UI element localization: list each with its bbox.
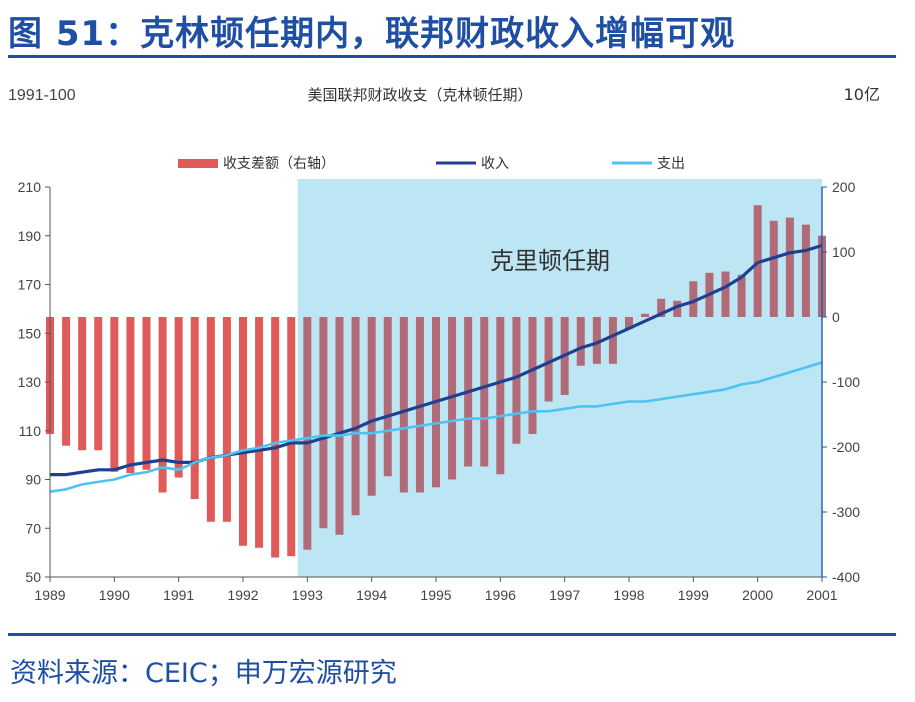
figure-title: 图 51：克林顿任期内，联邦财政收入增幅可观	[8, 14, 736, 54]
right-tick-label: -300	[832, 504, 860, 520]
balance-bar	[608, 317, 617, 364]
left-axis-unit: 1991-100	[8, 87, 76, 104]
x-tick-label: 1998	[613, 587, 644, 603]
x-tick-label: 1989	[34, 587, 65, 603]
left-tick-label: 90	[25, 472, 41, 488]
x-tick-label: 1993	[292, 587, 323, 603]
left-tick-label: 110	[19, 423, 42, 439]
balance-bar	[399, 317, 408, 493]
balance-bar	[496, 317, 505, 475]
x-tick-label: 2001	[806, 587, 837, 603]
left-tick-label: 150	[18, 325, 42, 341]
x-tick-label: 1991	[163, 587, 194, 603]
legend-bar-swatch	[178, 159, 218, 168]
legend-revenue-label: 收入	[481, 156, 509, 172]
balance-bar	[801, 224, 810, 317]
right-tick-label: -200	[832, 439, 860, 455]
legend-bar-label: 收支差额（右轴）	[223, 156, 335, 172]
balance-bar	[737, 274, 746, 317]
balance-bar	[62, 317, 71, 446]
x-tick-label: 1996	[485, 587, 516, 603]
chart-area: 50 70 90 110 130 150 170 190 210 -400 -300 -200 -100…	[8, 85, 880, 603]
right-tick-label: -100	[832, 374, 860, 390]
balance-bar	[512, 317, 521, 444]
balance-bar	[528, 317, 537, 434]
left-tick-label: 210	[18, 179, 42, 195]
balance-bar	[576, 317, 585, 366]
legend: 收支差额（右轴） 收入 支出	[178, 156, 685, 172]
expenditure-line	[49, 361, 823, 493]
left-tick-label: 170	[18, 277, 42, 293]
source-note: 资料来源：CEIC；申万宏源研究	[10, 658, 397, 689]
balance-bar	[110, 317, 119, 472]
x-tick-label: 1999	[678, 587, 709, 603]
x-tick-label: 1992	[227, 587, 258, 603]
revenue-line	[50, 243, 823, 477]
right-tick-label: -400	[832, 569, 860, 585]
balance-bar	[785, 217, 794, 317]
balance-bar	[190, 317, 199, 499]
right-tick-label: 200	[832, 179, 856, 195]
balance-bar	[94, 317, 103, 451]
balance-bar	[319, 317, 328, 529]
balance-bar	[126, 317, 135, 473]
balance-bar	[271, 317, 280, 558]
balance-bar	[303, 317, 312, 550]
shaded-period-label: 克里顿任期	[490, 247, 610, 275]
balance-bar	[544, 317, 553, 402]
chart-title: 美国联邦财政收支（克林顿任期）	[307, 86, 532, 104]
footer-divider	[8, 633, 896, 636]
balance-bar	[158, 317, 167, 493]
x-tick-label: 1994	[356, 587, 387, 603]
balance-bar	[351, 317, 360, 516]
title-divider	[8, 55, 896, 58]
x-tick-label: 1995	[420, 587, 451, 603]
balance-bar	[721, 271, 730, 317]
balance-bar	[174, 317, 183, 478]
right-tick-label: 100	[832, 244, 856, 260]
left-tick-label: 130	[18, 374, 42, 390]
x-tick-label: 2000	[742, 587, 773, 603]
balance-bar	[78, 317, 87, 451]
balance-bar	[480, 317, 489, 467]
balance-bar	[625, 317, 633, 329]
shaded-period	[297, 179, 822, 577]
right-tick-label: 0	[832, 309, 840, 325]
x-tick-label: 1990	[99, 587, 130, 603]
balance-bar	[335, 317, 344, 535]
left-tick-label: 190	[18, 228, 42, 244]
balance-bar	[287, 317, 296, 557]
balance-bar	[657, 298, 666, 317]
balance-bar	[142, 317, 151, 470]
balance-bar	[641, 313, 650, 317]
balance-bar	[255, 317, 264, 548]
legend-expenditure-label: 支出	[657, 156, 685, 172]
balance-bar	[383, 317, 392, 477]
balance-bar	[239, 317, 247, 546]
left-tick-label: 70	[25, 520, 41, 536]
balance-bar	[769, 220, 778, 317]
balance-bar	[367, 317, 376, 496]
balance-bar	[673, 300, 682, 317]
balance-bar	[206, 317, 215, 522]
x-tick-label: 1997	[549, 587, 580, 603]
right-axis-unit: 10亿	[844, 85, 880, 104]
left-tick-label: 50	[25, 569, 41, 585]
balance-bar	[222, 317, 231, 522]
balance-bar	[592, 317, 601, 364]
balance-bar	[689, 281, 698, 317]
